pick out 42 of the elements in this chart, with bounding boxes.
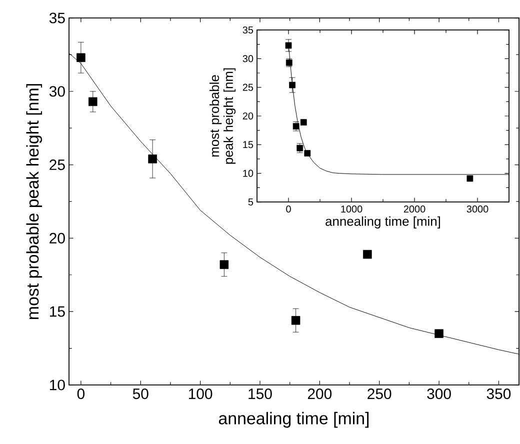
point	[363, 250, 372, 259]
x-tick-label: 250	[368, 388, 392, 400]
y-tick-label: 15	[50, 306, 65, 317]
point	[220, 260, 229, 269]
x-tick-label: 350	[486, 388, 511, 400]
x-tick-label: 3000	[466, 206, 488, 213]
point	[285, 42, 292, 49]
point	[300, 119, 307, 126]
x-axis-title: annealing time [min]	[218, 412, 369, 428]
x-tick-label: 1000	[341, 206, 362, 213]
x-tick-label: 2000	[404, 206, 426, 213]
point	[304, 150, 311, 156]
point	[291, 316, 300, 325]
y-tick-label: 25	[242, 84, 254, 91]
x-tick-label: 150	[248, 388, 272, 400]
y-tick-label: 30	[49, 86, 65, 97]
point	[148, 154, 157, 164]
x-tick-label: 200	[308, 388, 332, 400]
point	[88, 97, 98, 106]
x-tick-label: 100	[188, 388, 212, 400]
point	[292, 123, 300, 130]
x-axis-title: annealing time [min]	[326, 216, 440, 228]
point	[289, 82, 296, 88]
x-tick-label: 50	[132, 388, 148, 400]
y-tick-label: 25	[50, 159, 65, 170]
point	[466, 175, 474, 182]
y-tick-label: 20	[50, 232, 65, 244]
y-tick-label: 35	[242, 26, 254, 34]
y-tick-label: 30	[242, 55, 254, 62]
y-tick-label: 10	[243, 170, 254, 177]
point	[76, 53, 86, 62]
y-tick-label: 20	[242, 112, 254, 120]
y-tick-label: 35	[49, 12, 65, 24]
x-tick-label: 0	[286, 206, 291, 213]
x-tick-label: 300	[427, 388, 451, 400]
y-tick-label: 15	[243, 141, 254, 148]
y-tick-label: 5	[248, 198, 254, 206]
x-tick-label: 0	[77, 388, 85, 400]
y-axis-title: most probable peak height [nm]	[26, 84, 42, 319]
y-tick-label: 10	[50, 380, 65, 390]
point	[434, 329, 444, 338]
y-axis-title: most probable peak height [nm]	[210, 68, 236, 164]
